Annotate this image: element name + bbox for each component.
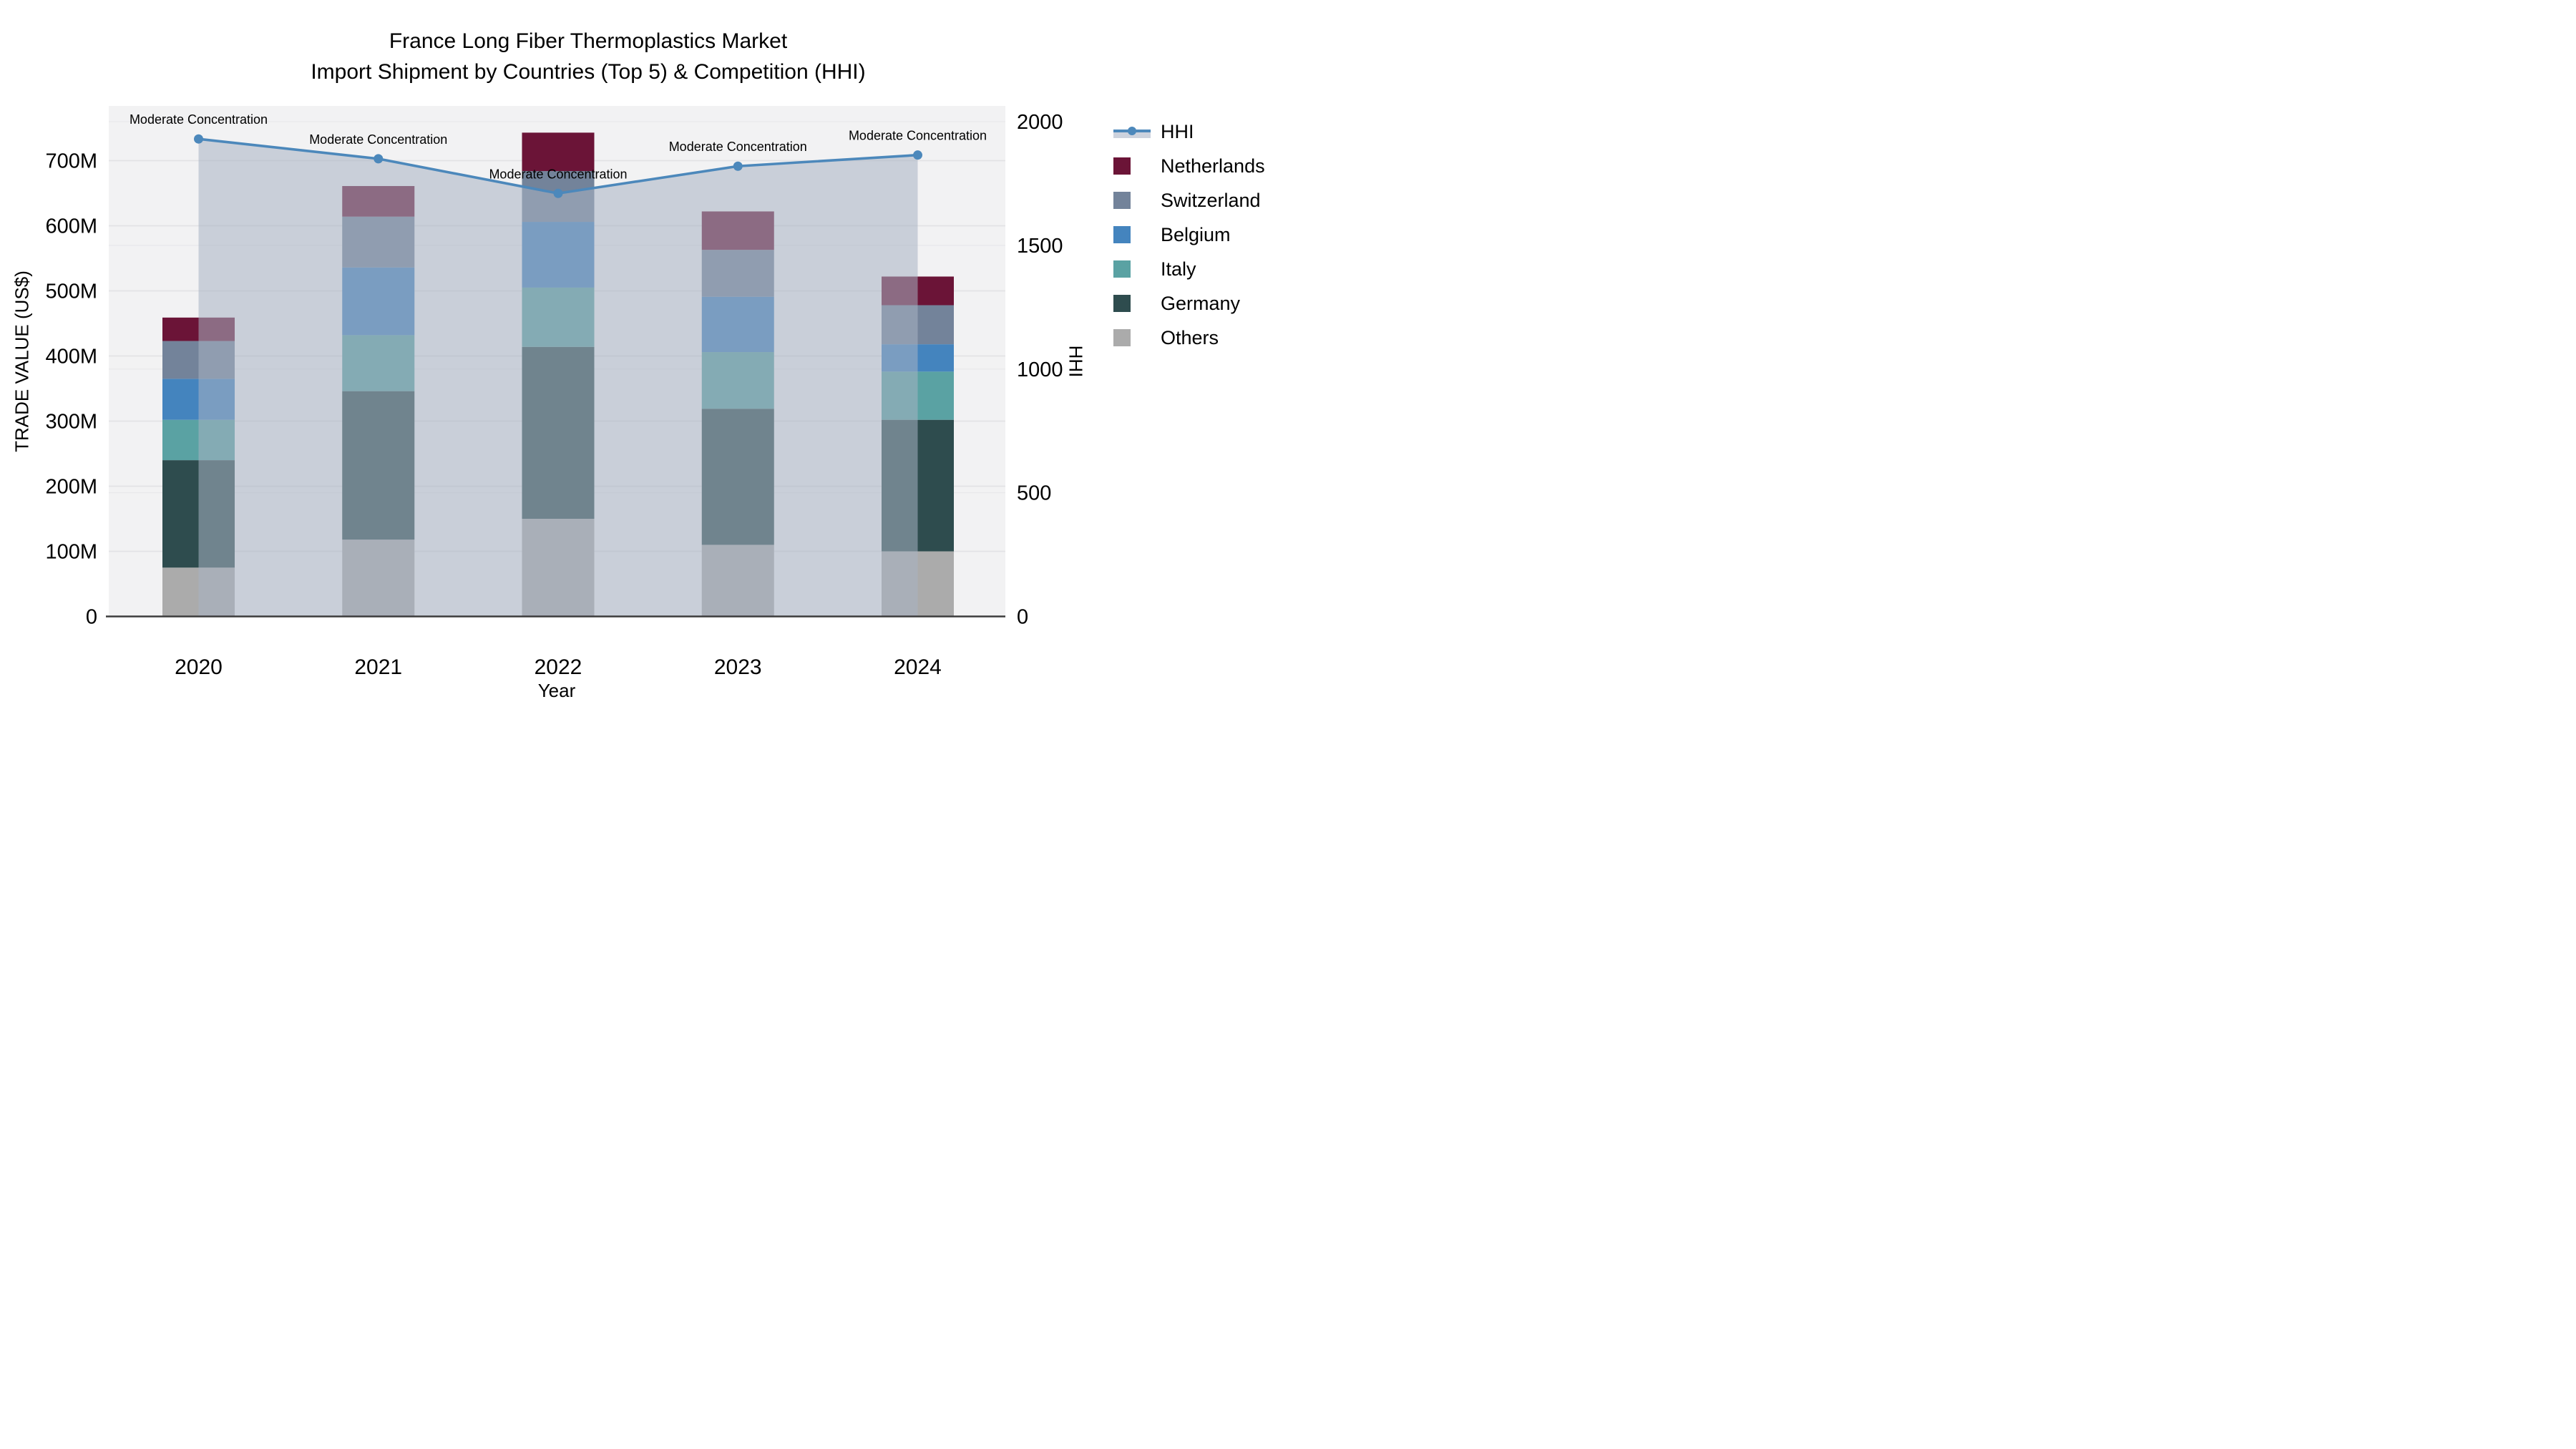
legend: HHI Netherlands Switzerland Belgium Italy Ger… bbox=[1113, 114, 1265, 355]
legend-label: Italy bbox=[1161, 258, 1196, 280]
hhi-band-fill bbox=[198, 139, 918, 617]
annotation-2020: Moderate Concentration bbox=[130, 112, 268, 127]
y-left-tick-100M: 100M bbox=[45, 541, 97, 564]
chart-title-line2: Import Shipment by Countries (Top 5) & C… bbox=[311, 60, 866, 84]
y-right-tick-500: 500 bbox=[1017, 482, 1051, 505]
swatch-color bbox=[1113, 329, 1131, 346]
legend-swatch-germany bbox=[1113, 295, 1151, 312]
legend-item-hhi: HHI bbox=[1113, 114, 1265, 149]
legend-swatch-others bbox=[1113, 329, 1151, 346]
chart: Moderate Concentration Moderate Concentra… bbox=[0, 0, 1288, 725]
legend-swatch-switzerland bbox=[1113, 192, 1151, 209]
swatch-color bbox=[1113, 226, 1131, 243]
annotation-2022: Moderate Concentration bbox=[489, 167, 627, 181]
annotation-2021: Moderate Concentration bbox=[309, 132, 447, 147]
swatch-color bbox=[1113, 157, 1131, 175]
y-left-tick-400M: 400M bbox=[45, 346, 97, 369]
swatch-color bbox=[1113, 260, 1131, 278]
legend-item-germany: Germany bbox=[1113, 286, 1265, 321]
y-right-tick-0: 0 bbox=[1017, 606, 1028, 629]
legend-item-belgium: Belgium bbox=[1113, 218, 1265, 252]
legend-swatch-netherlands bbox=[1113, 157, 1151, 175]
swatch-color bbox=[1113, 295, 1131, 312]
x-tick-2023: 2023 bbox=[714, 655, 762, 679]
plot-area-svg: Moderate Concentration Moderate Concentra… bbox=[45, 106, 1063, 679]
y-axis-title-right: HHI bbox=[1065, 345, 1087, 378]
legend-swatch-italy bbox=[1113, 260, 1151, 278]
legend-item-switzerland: Switzerland bbox=[1113, 183, 1265, 218]
annotation-2024: Moderate Concentration bbox=[849, 129, 987, 143]
y-right-tick-1500: 1500 bbox=[1017, 235, 1063, 258]
x-tick-2020: 2020 bbox=[175, 655, 223, 679]
legend-label: Germany bbox=[1161, 292, 1241, 314]
bar-segment-2022-netherlands bbox=[522, 132, 595, 172]
annotation-2023: Moderate Concentration bbox=[669, 140, 807, 154]
legend-label: Switzerland bbox=[1161, 189, 1261, 211]
y-right-tick-1000: 1000 bbox=[1017, 358, 1063, 381]
swatch-color bbox=[1113, 192, 1131, 209]
x-axis-title: Year bbox=[537, 680, 576, 701]
hhi-marker-2024 bbox=[913, 150, 922, 160]
y-left-tick-0: 0 bbox=[86, 606, 97, 629]
hhi-marker-2021 bbox=[374, 154, 384, 164]
legend-item-others: Others bbox=[1113, 321, 1265, 355]
legend-label: Others bbox=[1161, 326, 1219, 348]
x-tick-2024: 2024 bbox=[894, 655, 942, 679]
y-right-tick-2000: 2000 bbox=[1017, 111, 1063, 134]
hhi-line-icon bbox=[1113, 122, 1151, 141]
legend-item-netherlands: Netherlands bbox=[1113, 149, 1265, 183]
y-left-tick-200M: 200M bbox=[45, 476, 97, 499]
y-left-tick-300M: 300M bbox=[45, 411, 97, 434]
chart-title: France Long Fiber Thermoplastics Market … bbox=[311, 26, 865, 87]
legend-item-italy: Italy bbox=[1113, 252, 1265, 286]
legend-label: Belgium bbox=[1161, 223, 1231, 245]
y-left-tick-500M: 500M bbox=[45, 280, 97, 303]
x-tick-2022: 2022 bbox=[535, 655, 582, 679]
y-axis-title-left: TRADE VALUE (US$) bbox=[11, 270, 33, 452]
legend-swatch-belgium bbox=[1113, 226, 1151, 243]
hhi-marker-2023 bbox=[733, 161, 743, 171]
hhi-marker-2022 bbox=[553, 188, 563, 198]
chart-title-line1: France Long Fiber Thermoplastics Market bbox=[389, 29, 788, 53]
x-tick-2021: 2021 bbox=[354, 655, 402, 679]
y-left-tick-700M: 700M bbox=[45, 150, 97, 173]
legend-label: HHI bbox=[1161, 120, 1194, 142]
hhi-marker-2020 bbox=[194, 134, 203, 144]
legend-label: Netherlands bbox=[1161, 155, 1265, 177]
y-left-tick-600M: 600M bbox=[45, 215, 97, 238]
